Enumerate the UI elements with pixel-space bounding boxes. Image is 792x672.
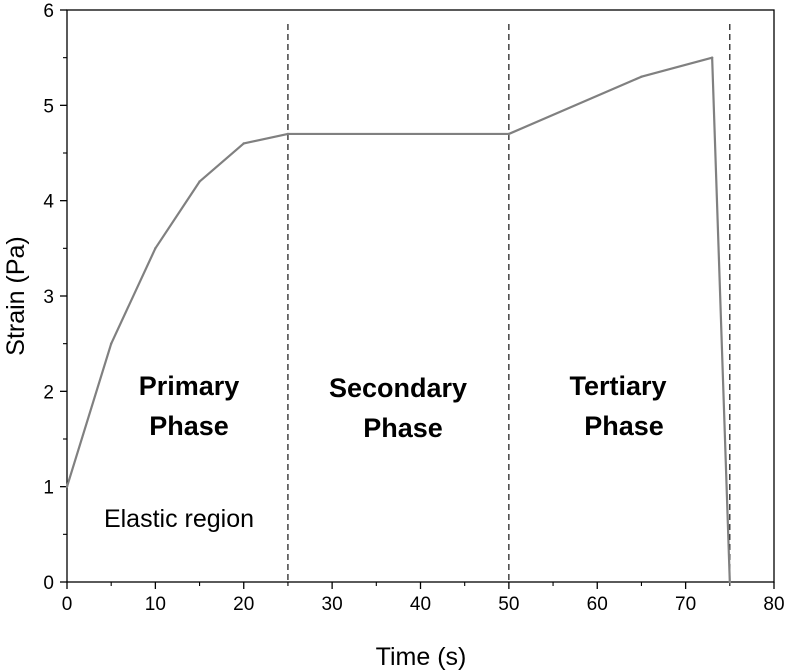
data-point xyxy=(728,580,732,584)
plot-frame xyxy=(66,9,775,583)
data-point xyxy=(242,142,245,145)
data-point xyxy=(286,132,290,136)
x-axis-title: Time (s) xyxy=(376,643,467,671)
axis-ticks xyxy=(60,9,775,589)
x-tick-label: 30 xyxy=(322,594,343,615)
data-point xyxy=(154,247,157,250)
series-points xyxy=(65,56,732,584)
elastic-region-label: Elastic region xyxy=(104,505,254,533)
x-tick-label: 70 xyxy=(675,594,696,615)
y-tick-label: 1 xyxy=(43,478,54,499)
primary-phase-label-line2: Phase xyxy=(149,411,229,441)
y-tick-label: 3 xyxy=(43,287,54,308)
tertiary-phase-label-line2: Phase xyxy=(584,411,664,441)
data-point xyxy=(640,75,643,78)
strain-series-line xyxy=(65,56,731,583)
x-tick-label: 80 xyxy=(763,594,784,615)
data-point xyxy=(109,342,113,345)
y-tick-label: 4 xyxy=(43,192,54,213)
x-tick-label: 50 xyxy=(498,594,519,615)
y-tick-labels: 0 1 2 3 4 5 6 xyxy=(43,1,54,594)
phase-boundaries xyxy=(287,24,731,582)
x-tick-label: 10 xyxy=(145,594,166,615)
y-tick-label: 6 xyxy=(43,1,54,22)
x-tick-label: 0 xyxy=(62,594,73,615)
data-point xyxy=(507,132,511,136)
x-tick-label: 60 xyxy=(587,594,608,615)
secondary-phase-label-line2: Phase xyxy=(363,413,443,443)
data-point xyxy=(710,56,714,59)
y-tick-label: 5 xyxy=(43,96,54,117)
x-tick-label: 20 xyxy=(233,594,254,615)
y-tick-label: 0 xyxy=(43,573,54,594)
data-point xyxy=(198,180,201,183)
x-tick-label: 40 xyxy=(410,594,431,615)
secondary-phase-label-line1: Secondary xyxy=(329,373,467,403)
y-tick-label: 2 xyxy=(43,382,54,403)
x-tick-labels: 0 10 20 30 40 50 60 70 80 xyxy=(62,594,785,615)
data-point xyxy=(65,485,69,488)
primary-phase-label-line1: Primary xyxy=(139,371,240,401)
y-axis-title: Strain (Pa) xyxy=(2,236,30,355)
tertiary-phase-label-line1: Tertiary xyxy=(569,371,666,401)
